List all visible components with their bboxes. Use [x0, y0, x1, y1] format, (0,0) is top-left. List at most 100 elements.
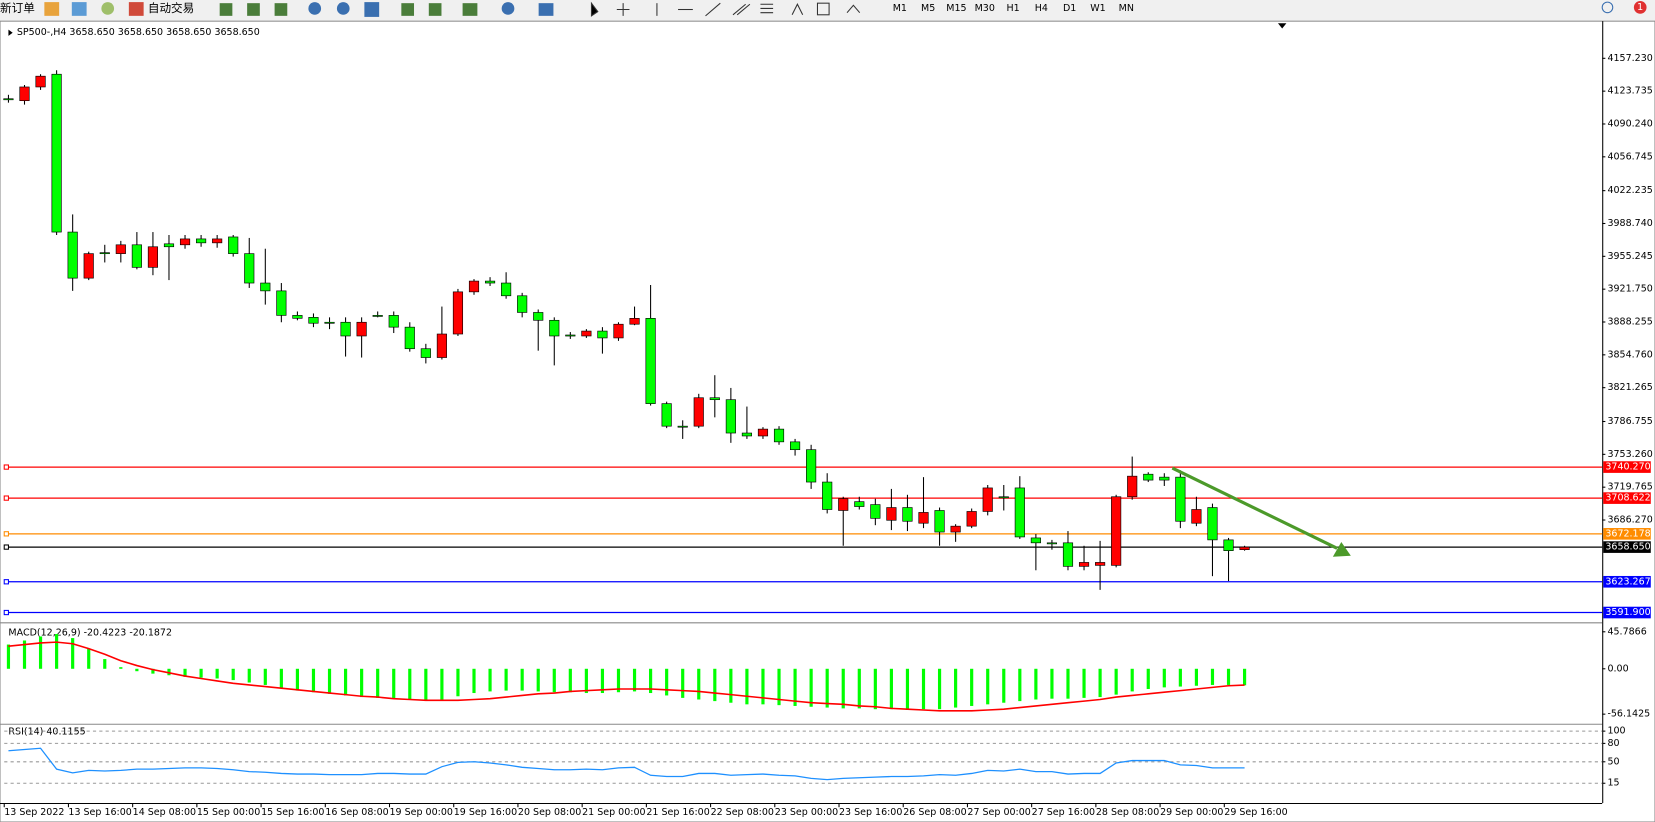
x-tick-label: 23 Sep 16:00 — [839, 807, 902, 818]
candle-body — [228, 236, 239, 254]
macd-bar — [873, 668, 877, 710]
timeframe-button[interactable]: M5 — [921, 3, 935, 14]
x-tick-label: 27 Sep 00:00 — [967, 807, 1030, 818]
candle-body — [1191, 509, 1202, 524]
timeframe-button[interactable]: H4 — [1035, 3, 1048, 14]
candle-body — [581, 330, 592, 337]
candle-body — [517, 295, 528, 313]
tool-icons — [219, 2, 554, 17]
macd-bar — [424, 668, 428, 701]
x-tick-label: 21 Sep 16:00 — [646, 807, 709, 818]
candle-body — [179, 238, 191, 246]
macd-bar — [986, 668, 990, 705]
new-order-button[interactable]: 新订单 — [0, 1, 35, 15]
x-tick-label: 15 Sep 16:00 — [261, 807, 324, 818]
icon[interactable] — [274, 3, 288, 16]
timeframe-button[interactable]: M15 — [946, 3, 966, 14]
macd-bar — [857, 668, 861, 709]
candle-body — [35, 75, 46, 88]
macd-bar — [552, 668, 556, 693]
macd-bar — [55, 634, 59, 669]
crosshair-tool[interactable] — [616, 3, 630, 16]
line-anchor — [3, 544, 9, 550]
y-tick-label: 3686.270 — [1607, 515, 1652, 526]
icon[interactable] — [44, 2, 60, 16]
candle-body — [950, 525, 961, 533]
alerts-badge[interactable] — [1633, 1, 1647, 14]
icon[interactable] — [364, 2, 380, 17]
text-tool[interactable] — [791, 3, 804, 16]
icon[interactable] — [401, 3, 415, 16]
macd-bar — [456, 668, 460, 697]
icon[interactable] — [247, 3, 260, 16]
candle-body — [806, 449, 817, 483]
macd-bar — [392, 668, 396, 699]
icon[interactable] — [501, 2, 515, 15]
auto-trading-button[interactable]: 自动交易 — [148, 1, 194, 15]
timeframe-button[interactable]: MN — [1119, 3, 1134, 14]
candle-body — [822, 481, 833, 510]
timeframe-button[interactable]: M30 — [975, 3, 995, 14]
icon[interactable] — [308, 2, 322, 15]
y-tick-label: 3821.265 — [1607, 382, 1652, 393]
y-tick-label: -56.1425 — [1607, 709, 1650, 720]
icon[interactable] — [336, 2, 350, 15]
y-tick-label: 3786.755 — [1607, 416, 1652, 427]
y-tick-label: 0.00 — [1607, 663, 1628, 674]
candle-body — [1175, 476, 1186, 522]
timeframe-button[interactable]: D1 — [1063, 3, 1076, 14]
macd-bar — [1050, 668, 1054, 699]
macd-bar — [1162, 668, 1166, 688]
trendline-tool[interactable] — [705, 2, 721, 17]
candle-body — [902, 507, 913, 522]
timeframe-button[interactable]: H1 — [1006, 3, 1019, 14]
toolbar: 新订单 自动交易 — [0, 0, 1655, 21]
timeframe-button[interactable]: W1 — [1090, 3, 1105, 14]
candle-body — [163, 243, 175, 248]
icon[interactable] — [428, 3, 442, 16]
macd-bar — [343, 668, 348, 696]
signal-line — [8, 641, 1245, 712]
auto-trading-icon[interactable] — [128, 2, 144, 16]
candle-body — [3, 98, 14, 101]
search-icon[interactable] — [1601, 1, 1614, 14]
candle-body — [838, 498, 849, 511]
price-label: 3740.270 — [1605, 462, 1650, 473]
y-tick-label: 3955.245 — [1607, 251, 1652, 262]
macd-bar — [1146, 668, 1150, 689]
candle-body — [276, 290, 287, 316]
candle-body — [388, 315, 399, 328]
macd-bar — [713, 668, 717, 702]
candle-body — [1046, 542, 1058, 545]
line-anchor — [3, 464, 9, 470]
channel-tool[interactable] — [732, 3, 751, 16]
candle-body — [725, 399, 736, 434]
x-tick-label: 21 Sep 00:00 — [582, 807, 645, 818]
fibo-tool[interactable] — [760, 3, 774, 14]
icon[interactable] — [462, 3, 478, 16]
macd-bar — [905, 668, 910, 710]
y-tick-label: 4056.745 — [1607, 151, 1652, 162]
candle-body — [51, 73, 62, 233]
candle-body — [886, 507, 897, 521]
shapes-tool[interactable] — [846, 4, 861, 14]
trend-arrow — [1171, 466, 1351, 557]
arrow-head — [1332, 542, 1351, 557]
timeframe-button[interactable]: M1 — [893, 3, 907, 14]
candle-body — [998, 496, 1009, 499]
label-tool[interactable] — [816, 2, 830, 16]
candle-body — [1143, 473, 1154, 481]
draw-tools — [590, 1, 861, 17]
candle-body — [1062, 542, 1074, 567]
icon[interactable] — [219, 3, 233, 16]
candle-body — [372, 315, 383, 317]
icon[interactable] — [71, 2, 87, 16]
cursor-tool[interactable] — [590, 1, 599, 17]
macd-bar — [87, 648, 91, 669]
macd-bar — [247, 668, 251, 683]
candle-body — [741, 432, 752, 437]
icon[interactable] — [538, 3, 554, 16]
icon[interactable] — [101, 2, 115, 15]
candle-body — [19, 86, 30, 102]
line-anchor — [3, 495, 9, 501]
